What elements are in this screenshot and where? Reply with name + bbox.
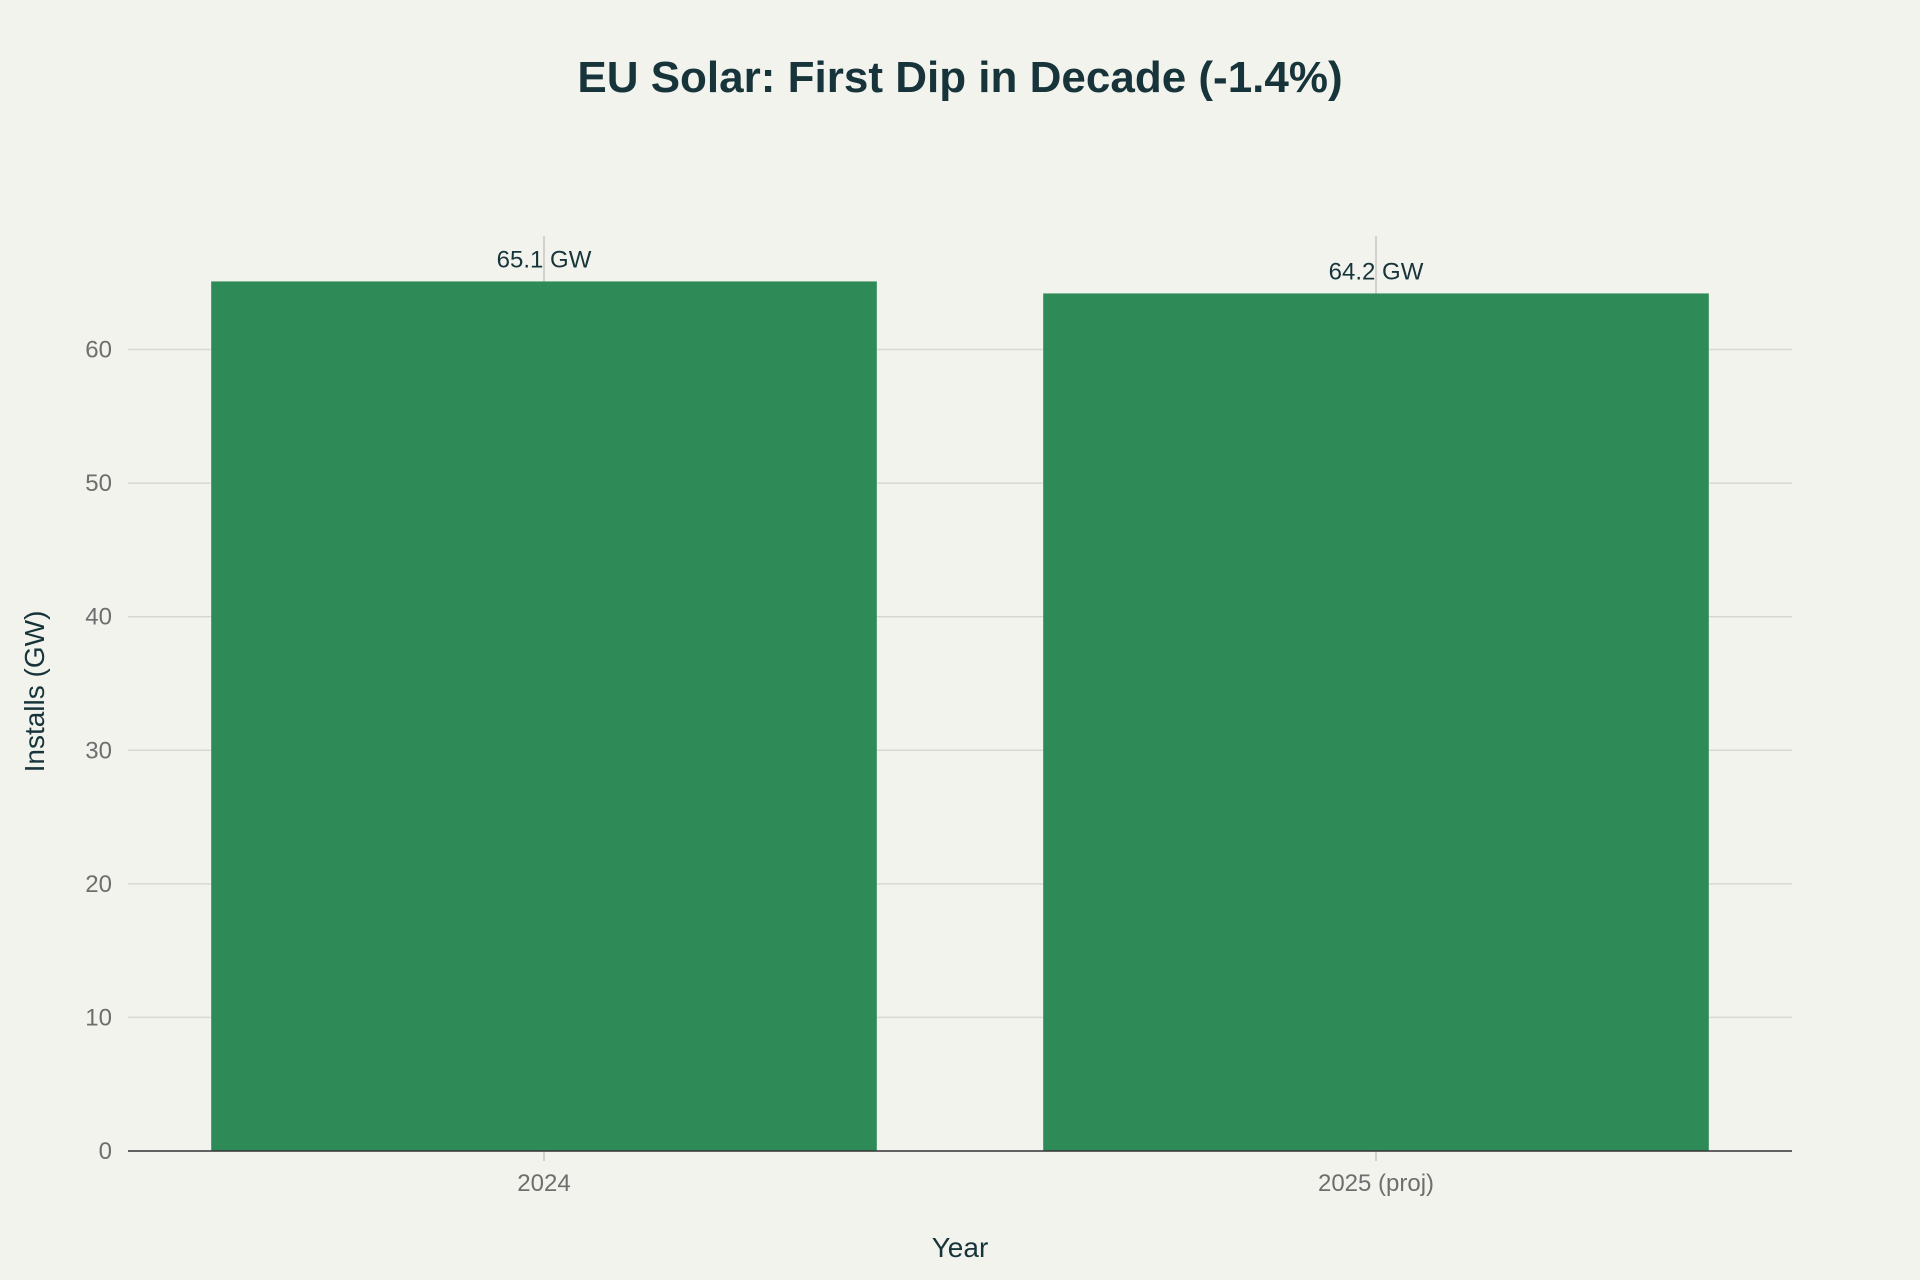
bar <box>211 281 877 1152</box>
x-tick-label: 2024 <box>517 1170 570 1197</box>
bar-data-label: 65.1 GW <box>497 246 592 273</box>
y-tick-label: 60 <box>85 337 112 364</box>
x-axis-title: Year <box>932 1232 989 1263</box>
y-axis-title: Installs (GW) <box>19 611 50 773</box>
y-tick-label: 40 <box>85 604 112 631</box>
y-tick-label: 10 <box>85 1004 112 1031</box>
bar-layer <box>211 281 1709 1152</box>
y-tick-label: 30 <box>85 737 112 764</box>
y-tick-label: 0 <box>99 1138 112 1165</box>
bar <box>1043 293 1709 1151</box>
y-tick-label: 50 <box>85 470 112 497</box>
chart-title: EU Solar: First Dip in Decade (-1.4%) <box>577 53 1342 102</box>
label-layer: 0 10 20 30 40 50 60 65.1 GW 2024 64.2 GW 2025 (pro… <box>85 246 1434 1197</box>
x-tick-label: 2025 (proj) <box>1318 1170 1434 1197</box>
bar-data-label: 64.2 GW <box>1329 258 1424 285</box>
y-tick-label: 20 <box>85 871 112 898</box>
